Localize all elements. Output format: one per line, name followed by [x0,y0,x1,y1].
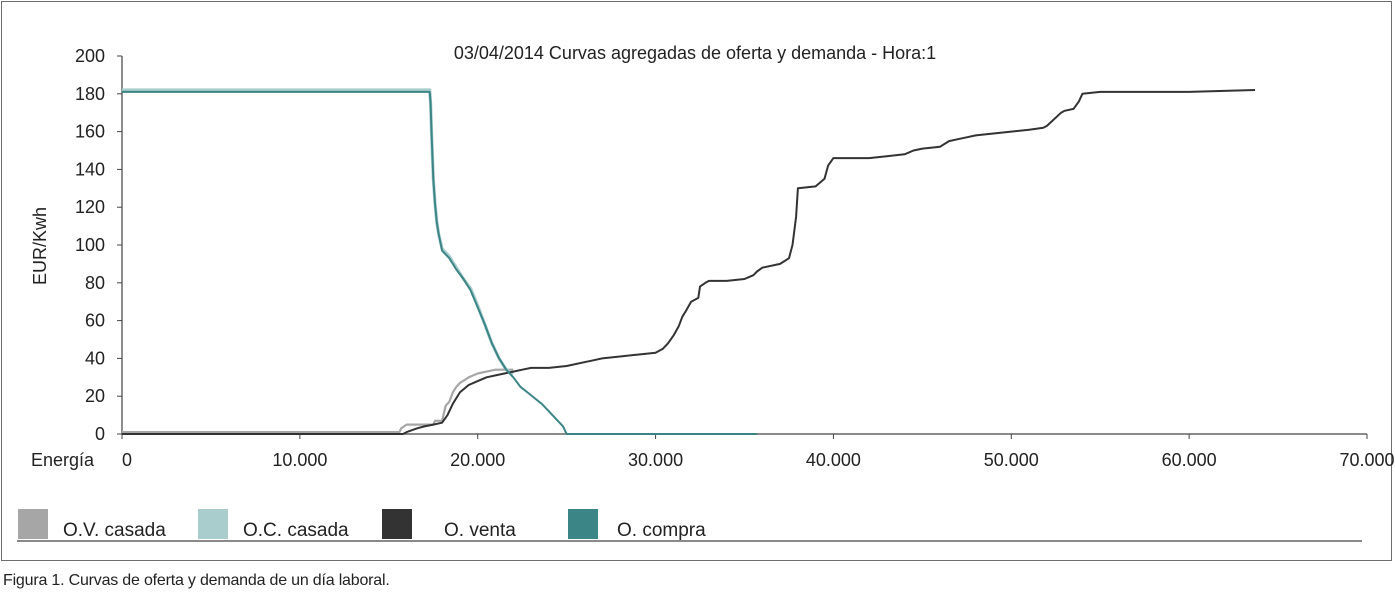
series-line-o-venta [122,89,1256,435]
y-tick-label: 120 [75,197,105,217]
axes: 0 20 40 60 80 100 120 140 160 180 200 0 10.000 20.000… [75,46,1395,470]
y-tick-label: 80 [85,273,105,293]
y-tick-label: 20 [85,386,105,406]
x-tick-label: 50.000 [984,450,1039,470]
series-line-o-compra [122,90,757,435]
legend-label: O.V. casada [63,520,166,541]
x-tick-label: 0 [122,450,132,470]
series-line-o-v-casada [122,368,514,434]
chart-frame [1,1,1392,561]
y-tick-label: 140 [75,159,105,179]
chart-title: 03/04/2014 Curvas agregadas de oferta y … [454,43,936,63]
y-tick-label: 0 [95,424,105,444]
y-tick-label: 40 [85,348,105,368]
y-tick-label: 180 [75,84,105,104]
y-tick-label: 60 [85,311,105,331]
x-axis-label: Energía [31,450,95,470]
figure-caption: Figura 1. Curvas de oferta y demanda de … [3,572,390,589]
legend: O.V. casada O.C. casada O. venta O. compra [18,509,706,541]
legend-label: O.C. casada [243,520,349,541]
y-axis-label: EUR/Kwh [30,207,50,285]
y-tick-label: 160 [75,122,105,142]
x-tick-label: 70.000 [1339,450,1394,470]
y-tick-label: 200 [75,46,105,66]
y-tick-label: 100 [75,235,105,255]
legend-label: O. compra [617,520,706,541]
chart-svg: 03/04/2014 Curvas agregadas de oferta y … [17,43,1395,542]
series-line-o-c-casada [122,88,515,375]
legend-label: O. venta [444,520,516,541]
x-tick-label: 30.000 [628,450,683,470]
x-tick-label: 40.000 [806,450,861,470]
legend-swatch [382,509,412,539]
legend-swatch [18,509,48,539]
x-tick-label: 60.000 [1162,450,1217,470]
series-layer [122,88,1256,435]
x-tick-label: 20.000 [450,450,505,470]
legend-swatch [198,509,228,539]
legend-swatch [568,509,598,539]
x-tick-label: 10.000 [272,450,327,470]
